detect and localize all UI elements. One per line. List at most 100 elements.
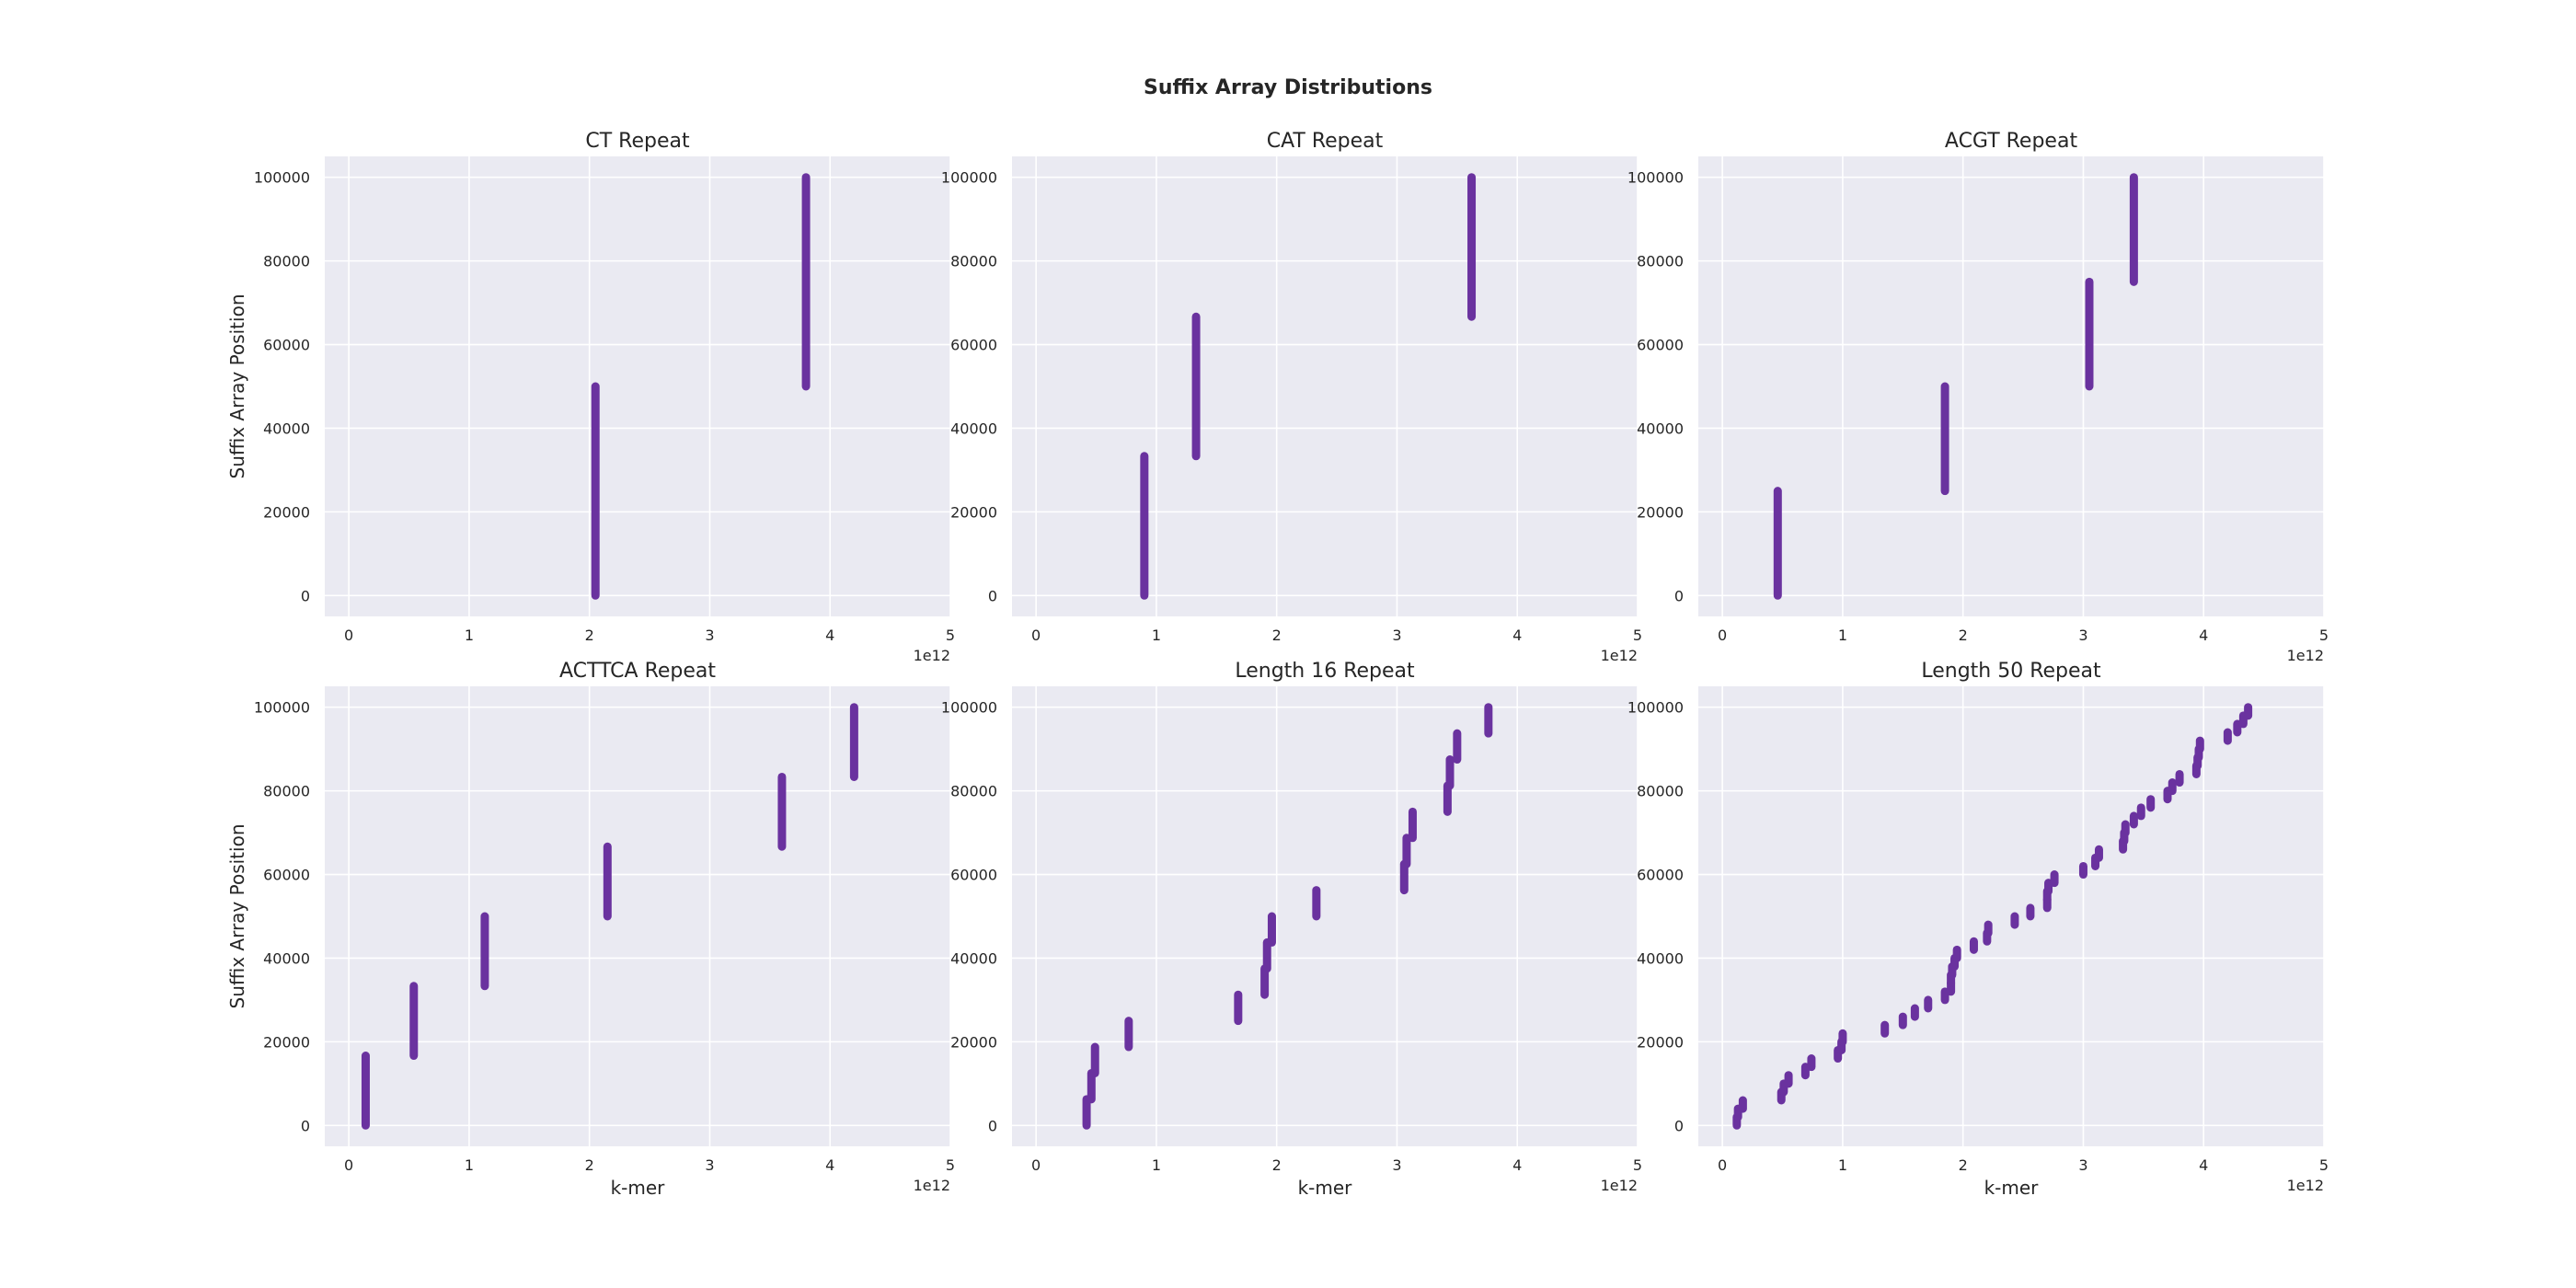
subplot-1: 0 1 2 3 4 5 0 20000 40000 60000 80000 100000 1e12 CT … xyxy=(226,130,955,664)
x-tick-label: 4 xyxy=(1512,627,1522,644)
y-tick-label: 20000 xyxy=(950,503,997,521)
x-tick-label: 5 xyxy=(946,1156,955,1174)
x-tick-label: 0 xyxy=(344,627,353,644)
x-tick-label: 5 xyxy=(2319,627,2329,644)
y-tick-label: 60000 xyxy=(263,337,310,354)
y-tick-label: 20000 xyxy=(1637,1033,1684,1051)
x-tick-label: 2 xyxy=(585,627,594,644)
y-tick-label: 0 xyxy=(301,1117,310,1134)
y-tick-label: 60000 xyxy=(950,867,997,884)
plot-area xyxy=(1012,156,1638,616)
y-tick-label: 80000 xyxy=(263,253,310,270)
subplot-4: 0 1 2 3 4 5 0 20000 40000 60000 80000 100000 1e12 ACT… xyxy=(226,660,955,1199)
series-points xyxy=(361,703,858,1130)
y-tick-label: 100000 xyxy=(254,699,310,717)
x-tick-label: 1 xyxy=(1152,627,1161,644)
x-tick-label: 4 xyxy=(1512,1156,1522,1174)
subplot-5: 0 1 2 3 4 5 0 20000 40000 60000 80000 100000 1e12 Len… xyxy=(941,660,1642,1199)
x-tick-label: 2 xyxy=(585,1156,594,1174)
y-tick-label: 40000 xyxy=(950,420,997,437)
y-tick-label: 20000 xyxy=(263,1033,310,1051)
y-tick-label: 100000 xyxy=(941,169,997,187)
x-tick-label: 0 xyxy=(1718,627,1727,644)
y-tick-label: 40000 xyxy=(263,420,310,437)
y-tick-label: 60000 xyxy=(950,337,997,354)
x-tick-label: 4 xyxy=(2199,1156,2208,1174)
x-offset-label: 1e12 xyxy=(914,647,950,664)
x-tick-label: 2 xyxy=(1959,627,1968,644)
x-tick-label: 1 xyxy=(465,1156,474,1174)
x-tick-label: 0 xyxy=(1031,627,1041,644)
x-offset-label: 1e12 xyxy=(2287,1177,2324,1194)
y-tick-label: 80000 xyxy=(950,783,997,800)
y-tick-label: 60000 xyxy=(263,867,310,884)
y-tick-label: 0 xyxy=(1674,587,1684,604)
x-axis-label: k-mer xyxy=(1984,1177,2040,1199)
subplot-title: CT Repeat xyxy=(585,130,690,153)
series-points xyxy=(1773,173,2138,600)
y-axis-label: Suffix Array Position xyxy=(226,294,248,479)
x-tick-label: 5 xyxy=(2319,1156,2329,1174)
subplot-title: Length 16 Repeat xyxy=(1235,660,1415,683)
y-tick-label: 40000 xyxy=(1637,420,1684,437)
x-tick-label: 4 xyxy=(825,627,834,644)
y-tick-label: 60000 xyxy=(1637,867,1684,884)
y-tick-label: 100000 xyxy=(1627,169,1684,187)
x-tick-label: 1 xyxy=(1838,627,1847,644)
subplot-3: 0 1 2 3 4 5 0 20000 40000 60000 80000 100000 1e12 ACG… xyxy=(1627,130,2329,664)
y-tick-label: 20000 xyxy=(263,503,310,521)
subplot-title: CAT Repeat xyxy=(1267,130,1384,153)
plot-area xyxy=(325,686,950,1146)
series-points xyxy=(591,173,811,600)
x-tick-label: 3 xyxy=(2078,1156,2087,1174)
x-tick-label: 3 xyxy=(2078,627,2087,644)
series-points xyxy=(1082,703,1493,1130)
y-tick-label: 0 xyxy=(988,587,997,604)
x-tick-label: 3 xyxy=(1392,1156,1401,1174)
x-tick-label: 3 xyxy=(705,627,714,644)
y-tick-label: 80000 xyxy=(950,253,997,270)
series-points xyxy=(1140,173,1477,600)
x-axis-label: k-mer xyxy=(1298,1177,1353,1199)
x-tick-label: 0 xyxy=(1718,1156,1727,1174)
y-tick-label: 20000 xyxy=(1637,503,1684,521)
x-offset-label: 1e12 xyxy=(1601,647,1638,664)
y-tick-label: 80000 xyxy=(263,783,310,800)
y-tick-label: 60000 xyxy=(1637,337,1684,354)
x-tick-label: 1 xyxy=(1838,1156,1847,1174)
x-tick-label: 2 xyxy=(1272,627,1282,644)
subplot-title: ACGT Repeat xyxy=(1945,130,2078,153)
x-tick-label: 3 xyxy=(1392,627,1401,644)
y-tick-label: 80000 xyxy=(1637,253,1684,270)
x-tick-label: 2 xyxy=(1272,1156,1282,1174)
y-tick-label: 0 xyxy=(988,1117,997,1134)
x-tick-label: 3 xyxy=(705,1156,714,1174)
figure-title: Suffix Array Distributions xyxy=(1144,76,1432,99)
y-tick-label: 40000 xyxy=(1637,949,1684,967)
x-tick-label: 5 xyxy=(946,627,955,644)
x-tick-label: 5 xyxy=(1633,1156,1642,1174)
x-tick-label: 1 xyxy=(1152,1156,1161,1174)
x-tick-label: 0 xyxy=(344,1156,353,1174)
series-points xyxy=(1732,703,2253,1130)
plot-area xyxy=(1012,686,1638,1146)
subplots-grid: 0 1 2 3 4 50200004000060000800001000001e12CT … xyxy=(226,130,2329,1199)
x-tick-label: 4 xyxy=(2199,627,2208,644)
y-tick-label: 100000 xyxy=(1627,699,1684,717)
y-axis-label: Suffix Array Position xyxy=(226,824,248,1009)
x-offset-label: 1e12 xyxy=(1601,1177,1638,1194)
subplot-6: 0 1 2 3 4 5 0 20000 40000 60000 80000 100000 1e12 Len… xyxy=(1627,660,2329,1199)
x-offset-label: 1e12 xyxy=(2287,647,2324,664)
y-tick-label: 100000 xyxy=(941,699,997,717)
y-tick-label: 0 xyxy=(301,587,310,604)
x-tick-label: 4 xyxy=(825,1156,834,1174)
y-tick-label: 100000 xyxy=(254,169,310,187)
y-tick-label: 80000 xyxy=(1637,783,1684,800)
y-tick-label: 40000 xyxy=(263,949,310,967)
subplot-title: ACTTCA Repeat xyxy=(559,660,716,683)
x-axis-label: k-mer xyxy=(611,1177,666,1199)
x-offset-label: 1e12 xyxy=(914,1177,950,1194)
y-tick-label: 40000 xyxy=(950,949,997,967)
x-tick-label: 1 xyxy=(465,627,474,644)
